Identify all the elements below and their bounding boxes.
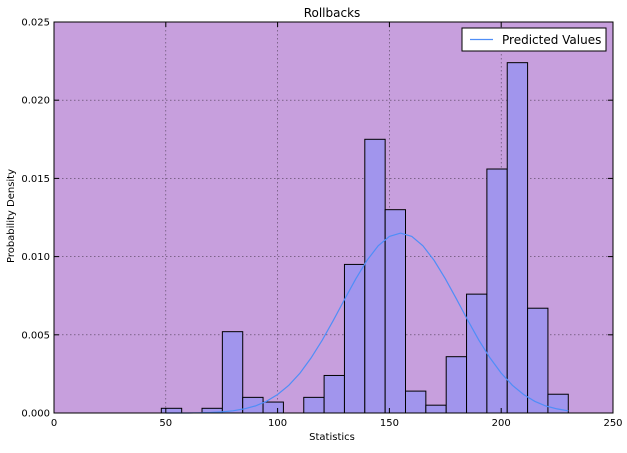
y-tick-label: 0.020 [21, 96, 50, 107]
y-tick-label: 0.005 [21, 330, 50, 341]
axis-ticks [53, 21, 614, 414]
histogram-bar [466, 293, 488, 414]
x-tick-label: 100 [268, 418, 287, 429]
y-tick-labels: 0.000 0.005 0.010 0.015 0.020 0.025 [21, 18, 50, 420]
x-tick-label: 150 [380, 418, 399, 429]
y-axis-label: Probability Density [6, 169, 17, 263]
histogram-bar [323, 374, 345, 414]
x-tick-labels: 0 50 100 150 200 250 [51, 418, 623, 429]
histogram-bar [384, 209, 406, 414]
histogram-bar [343, 263, 366, 414]
plot-frame [53, 21, 614, 414]
legend-box [461, 27, 607, 52]
histogram-bar [527, 307, 549, 414]
histogram-bar [445, 356, 468, 414]
histogram-bar [425, 404, 447, 414]
histogram-bar [506, 62, 529, 414]
histogram-bar [262, 401, 284, 414]
chart-title: Rollbacks [304, 6, 361, 20]
y-tick-label: 0.015 [21, 174, 50, 185]
predicted-line [165, 232, 569, 414]
y-tick-label: 0.010 [21, 252, 50, 263]
histogram-bar [303, 396, 325, 414]
histogram-bars [160, 62, 569, 414]
histogram-bar [364, 138, 386, 414]
histogram-bar [221, 331, 244, 414]
predicted-values-line [165, 232, 569, 414]
y-tick-label: 0.000 [21, 409, 50, 420]
grid [54, 22, 613, 413]
x-axis-label: Statistics [309, 432, 355, 443]
histogram-bar [242, 396, 264, 414]
legend-label: Predicted Values [502, 33, 601, 47]
x-tick-label: 50 [159, 418, 172, 429]
x-tick-label: 0 [51, 418, 57, 429]
y-tick-label: 0.025 [21, 18, 50, 29]
x-tick-label: 250 [603, 418, 622, 429]
histogram-bar [160, 407, 183, 414]
legend: Predicted Values [461, 27, 607, 52]
histogram-bar [404, 390, 427, 414]
x-tick-label: 200 [492, 418, 511, 429]
